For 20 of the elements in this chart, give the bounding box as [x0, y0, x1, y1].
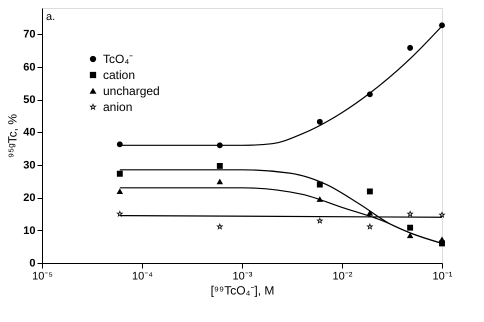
- y-axis-title: ⁹⁵ᵍTc, %: [5, 114, 20, 158]
- legend-label: TcO₄⁻: [103, 52, 134, 66]
- y-tick-label: 10: [23, 224, 36, 237]
- legend-label: uncharged: [103, 84, 160, 98]
- y-tick-label: 70: [23, 28, 36, 41]
- legend-label: cation: [103, 68, 136, 82]
- legend-label: anion: [103, 100, 132, 114]
- x-tick-label: 10⁻²: [332, 270, 353, 282]
- y-tick-label: 50: [23, 94, 36, 106]
- y-tick-label: 0: [29, 258, 36, 270]
- x-tick-label: 10⁻⁴: [132, 270, 154, 282]
- x-tick-label: 10⁻³: [232, 270, 253, 282]
- y-tick-label: 20: [23, 192, 36, 204]
- y-tick-label: 60: [23, 61, 36, 74]
- y-tick-label: 40: [23, 126, 36, 139]
- annotation: a.: [46, 11, 56, 23]
- x-axis-title: [⁹⁹TcO₄⁻], M: [210, 284, 274, 298]
- x-tick-label: 10⁻¹: [432, 270, 453, 282]
- x-tick-label: 10⁻⁵: [32, 270, 53, 282]
- y-tick-label: 30: [23, 159, 36, 172]
